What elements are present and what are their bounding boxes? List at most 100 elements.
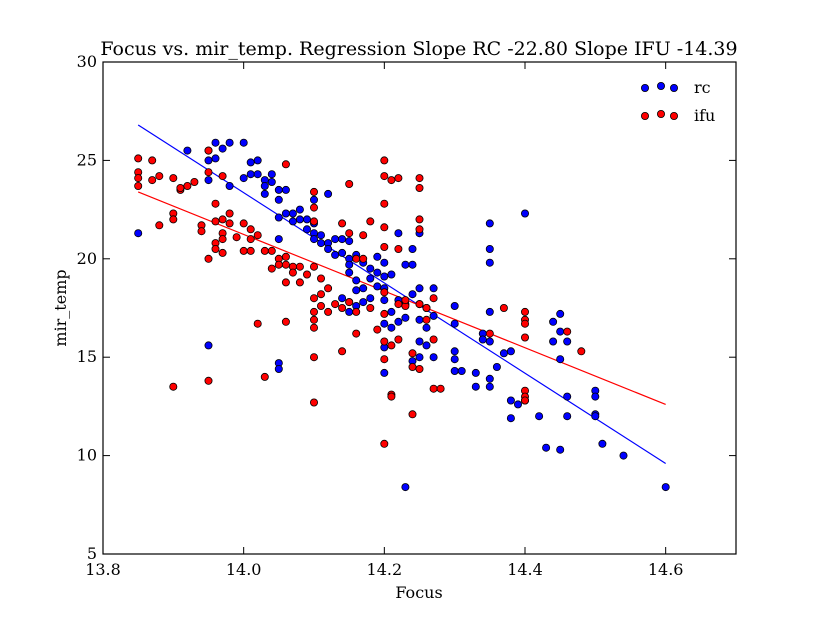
data-point-rc: [492, 362, 501, 371]
data-point-rc: [387, 323, 396, 332]
data-point-rc: [591, 392, 600, 401]
data-point-rc: [450, 301, 459, 310]
x-axis-label: Focus: [395, 583, 442, 602]
data-point-rc: [295, 205, 304, 214]
data-point-rc: [359, 284, 368, 293]
data-point-ifu: [218, 248, 227, 257]
data-point-ifu: [260, 246, 269, 255]
data-point-ifu: [577, 347, 586, 356]
data-point-rc: [485, 374, 494, 383]
data-point-rc: [542, 443, 551, 452]
data-point-rc: [316, 239, 325, 248]
data-point-ifu: [309, 262, 318, 271]
data-point-ifu: [429, 335, 438, 344]
data-point-rc: [253, 170, 262, 179]
data-point-rc: [309, 235, 318, 244]
data-point-rc: [352, 276, 361, 285]
data-point-ifu: [211, 244, 220, 253]
data-point-rc: [274, 213, 283, 222]
data-point-rc: [359, 298, 368, 307]
data-point-ifu: [225, 219, 234, 228]
data-point-rc: [380, 319, 389, 328]
data-point-rc: [415, 315, 424, 324]
data-point-ifu: [309, 398, 318, 407]
data-point-ifu: [422, 315, 431, 324]
data-point-ifu: [345, 229, 354, 238]
data-point-ifu: [204, 376, 213, 385]
data-point-rc: [415, 284, 424, 293]
data-point-ifu: [521, 307, 530, 316]
data-point-rc: [415, 337, 424, 346]
data-points: [134, 138, 670, 492]
data-point-ifu: [218, 235, 227, 244]
data-point-rc: [415, 353, 424, 362]
data-point-rc: [471, 368, 480, 377]
data-point-rc: [422, 323, 431, 332]
data-point-rc: [338, 235, 347, 244]
y-tick-label: 15: [77, 347, 97, 366]
data-point-rc: [338, 294, 347, 303]
data-point-rc: [345, 237, 354, 246]
data-point-ifu: [521, 319, 530, 328]
data-point-rc: [485, 307, 494, 316]
data-point-ifu: [408, 410, 417, 419]
data-point-ifu: [352, 254, 361, 263]
data-point-ifu: [485, 329, 494, 338]
data-point-ifu: [338, 303, 347, 312]
data-point-ifu: [380, 156, 389, 165]
data-point-rc: [408, 244, 417, 253]
data-point-ifu: [387, 176, 396, 185]
data-point-ifu: [267, 264, 276, 273]
data-point-rc: [485, 382, 494, 391]
data-point-ifu: [415, 300, 424, 309]
data-point-rc: [387, 307, 396, 316]
data-point-rc: [563, 337, 572, 346]
data-point-ifu: [521, 333, 530, 342]
data-point-rc: [267, 170, 276, 179]
data-point-ifu: [239, 219, 248, 228]
data-point-rc: [549, 317, 558, 326]
data-point-rc: [450, 347, 459, 356]
data-point-rc: [556, 445, 565, 454]
legend-marker-rc: [641, 84, 650, 93]
data-point-ifu: [366, 217, 375, 226]
data-point-ifu: [415, 174, 424, 183]
data-point-ifu: [387, 341, 396, 350]
data-point-ifu: [197, 227, 206, 236]
data-point-rc: [535, 412, 544, 421]
data-point-rc: [352, 286, 361, 295]
data-point-rc: [401, 260, 410, 269]
data-point-ifu: [316, 290, 325, 299]
data-point-ifu: [169, 215, 178, 224]
data-point-ifu: [359, 254, 368, 263]
data-point-ifu: [345, 298, 354, 307]
y-axis-label: mir_temp: [51, 269, 70, 346]
data-point-rc: [401, 483, 410, 492]
data-point-ifu: [239, 246, 248, 255]
chart-title: Focus vs. mir_temp. Regression Slope RC …: [100, 38, 737, 60]
x-tick-label: 14.4: [507, 560, 543, 579]
data-point-ifu: [204, 146, 213, 155]
data-point-ifu: [190, 177, 199, 186]
data-point-ifu: [176, 183, 185, 192]
data-point-ifu: [521, 396, 530, 405]
data-point-rc: [478, 335, 487, 344]
x-tick-label: 14.6: [648, 560, 684, 579]
data-point-rc: [485, 258, 494, 267]
data-point-ifu: [408, 349, 417, 358]
y-tick-labels: 5 10 15 20 25 30: [77, 52, 97, 563]
data-point-ifu: [380, 355, 389, 364]
legend: rc ifu: [641, 78, 715, 125]
data-point-rc: [295, 215, 304, 224]
data-point-ifu: [281, 160, 290, 169]
legend-marker-rc: [670, 84, 679, 93]
data-point-ifu: [309, 353, 318, 362]
data-point-ifu: [380, 242, 389, 251]
data-point-rc: [429, 353, 438, 362]
data-point-rc: [506, 396, 515, 405]
data-point-rc: [302, 225, 311, 234]
data-point-rc: [598, 439, 607, 448]
data-point-rc: [274, 364, 283, 373]
data-point-ifu: [352, 307, 361, 316]
